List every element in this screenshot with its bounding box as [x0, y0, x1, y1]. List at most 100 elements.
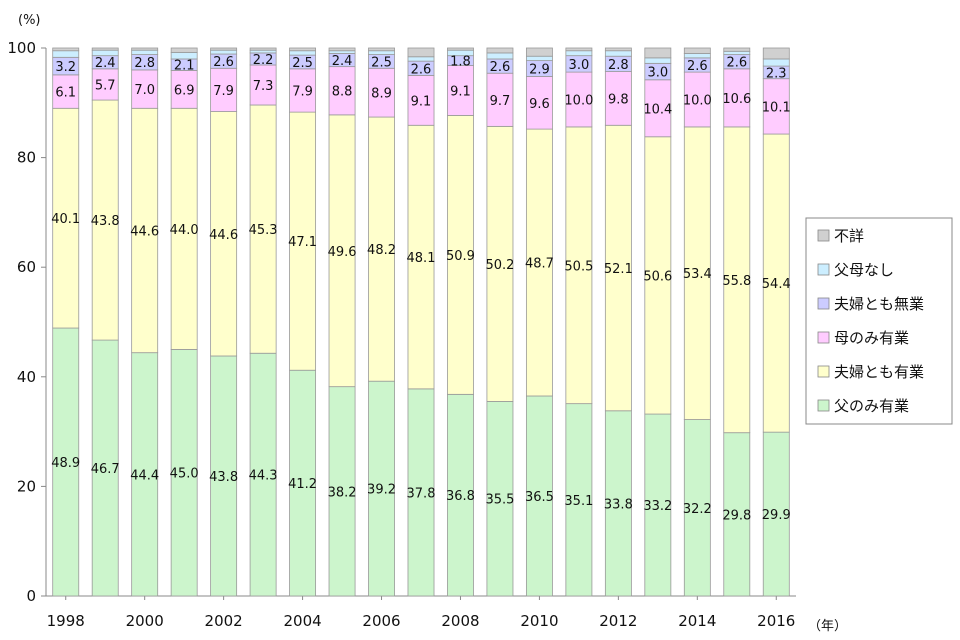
x-tick-label: 2012	[599, 612, 637, 630]
data-label: 2.5	[292, 56, 313, 71]
x-tick-label: 2002	[205, 612, 243, 630]
data-label: 52.1	[604, 262, 633, 277]
data-label: 10.4	[643, 102, 672, 117]
x-tick-label: 2010	[520, 612, 558, 630]
legend-swatch	[817, 297, 830, 310]
data-label: 50.2	[485, 258, 514, 273]
x-tick-label: 2008	[441, 612, 479, 630]
bar-segment	[762, 58, 790, 67]
bar-segment	[683, 47, 711, 54]
data-label: 48.9	[51, 456, 80, 471]
y-tick-label: 60	[17, 258, 36, 276]
bar-segment	[407, 56, 435, 62]
legend-entry: 不詳	[834, 227, 864, 245]
data-label: 45.3	[249, 223, 278, 238]
bar-segment	[723, 126, 751, 434]
data-label: 33.2	[643, 499, 672, 514]
data-label: 6.9	[174, 83, 195, 98]
y-tick-label: 0	[26, 587, 36, 605]
data-label: 8.9	[371, 87, 392, 102]
bar-segment	[486, 47, 514, 54]
bar-segment	[289, 50, 317, 56]
bar-segment	[525, 55, 553, 62]
bar-segment	[604, 124, 632, 412]
bar-segment	[486, 72, 514, 127]
bar-segment	[210, 111, 238, 357]
data-label: 47.1	[288, 235, 317, 250]
legend-entry: 父母なし	[834, 261, 894, 279]
data-label: 2.5	[371, 55, 392, 70]
bar-segment	[762, 431, 790, 597]
data-label: 9.1	[450, 84, 471, 99]
bar-segment	[407, 388, 435, 597]
bar-segment	[289, 369, 317, 597]
data-label: 50.5	[564, 259, 593, 274]
bar-segment	[644, 79, 672, 138]
data-label: 46.7	[91, 462, 120, 477]
bar-segment	[328, 386, 356, 597]
data-label: 53.4	[683, 267, 712, 282]
data-label: 54.4	[762, 277, 791, 292]
x-tick-label: 2000	[126, 612, 164, 630]
data-label: 2.6	[213, 55, 234, 70]
data-label: 44.4	[130, 468, 159, 483]
data-label: 7.0	[134, 83, 155, 98]
data-label: 8.8	[332, 85, 353, 100]
data-label: 48.2	[367, 243, 396, 258]
bar-segment	[131, 69, 159, 109]
bar-segment	[604, 47, 632, 52]
data-label: 39.2	[367, 483, 396, 498]
data-label: 35.1	[564, 494, 593, 509]
bar-segment	[447, 393, 474, 597]
bar-segment	[762, 47, 790, 60]
data-label: 1.8	[450, 55, 471, 70]
data-label: 41.2	[288, 477, 317, 492]
legend-entry: 母のみ有業	[834, 329, 909, 347]
bar-segment	[525, 395, 553, 597]
x-tick-label: 2004	[283, 612, 321, 630]
bar-segment	[525, 47, 553, 57]
x-tick-labels: 1998 2000 2002 2004 2006 2008 2010 2012 2014 2016	[47, 612, 796, 630]
data-label: 44.0	[170, 223, 199, 238]
bar-segment	[644, 47, 672, 59]
data-label: 9.6	[529, 97, 550, 112]
bar-segment	[723, 432, 751, 597]
data-label: 2.6	[490, 60, 511, 75]
data-label: 2.8	[608, 58, 629, 73]
data-label: 50.6	[643, 269, 672, 284]
data-label: 37.8	[407, 486, 436, 501]
data-label: 44.6	[209, 228, 238, 243]
legend-entry: 夫婦とも有業	[834, 363, 924, 381]
bar-segment	[447, 65, 474, 116]
bar-segment	[91, 99, 119, 341]
bar-segment	[723, 47, 751, 52]
data-label: 2.6	[726, 56, 747, 71]
bar-segment	[368, 50, 395, 55]
bar-segment	[289, 47, 317, 52]
bar-segment	[486, 125, 514, 402]
bar-segment	[289, 111, 317, 371]
bar-segment	[525, 128, 553, 397]
bar-segment	[210, 47, 238, 51]
y-tick-label: 40	[17, 368, 36, 386]
data-label: 48.1	[407, 251, 436, 266]
bar-segment	[683, 419, 711, 597]
data-label: 7.9	[292, 84, 313, 99]
data-label: 2.9	[529, 63, 550, 78]
data-label: 29.9	[762, 508, 791, 523]
bar-segment	[486, 401, 514, 597]
data-label: 33.8	[604, 497, 633, 512]
data-label: 2.3	[766, 66, 787, 81]
x-tick-label: 1998	[47, 612, 85, 630]
bar-segment	[249, 104, 277, 354]
data-label: 44.3	[249, 469, 278, 484]
bar-segment	[407, 124, 435, 390]
y-tick-label: 20	[17, 477, 36, 495]
data-label: 3.0	[569, 58, 590, 73]
data-label: 2.1	[174, 59, 195, 74]
data-label: 43.8	[209, 470, 238, 485]
x-tick-label: 2016	[757, 612, 795, 630]
data-label: 2.4	[332, 54, 353, 69]
